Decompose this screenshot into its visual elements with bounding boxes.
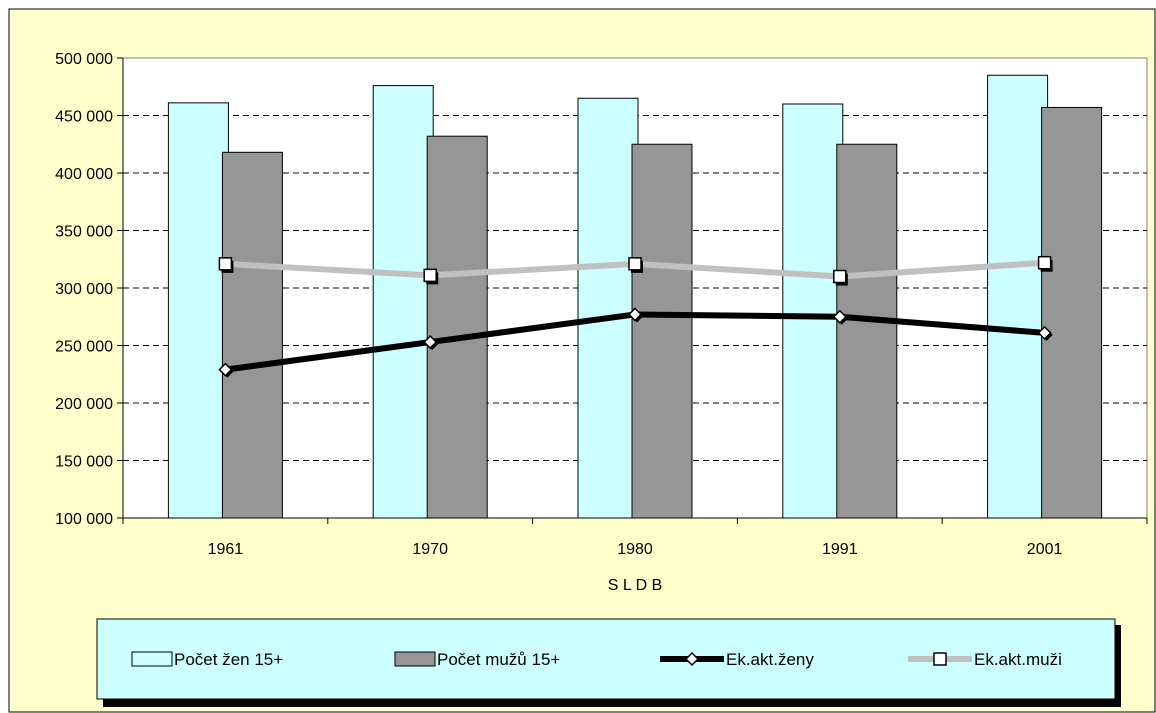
marker-square [423, 268, 437, 283]
marker-diamond [1037, 325, 1052, 340]
legend-item-zeny: Počet žen 15+ [131, 650, 283, 669]
x-tick-label: 1961 [208, 541, 244, 558]
marker-square [1037, 255, 1052, 270]
y-tick-label: 450 000 [55, 109, 113, 126]
bar-zeny [167, 102, 229, 519]
x-tick-label: 1970 [412, 541, 448, 558]
bar-zeny [577, 97, 639, 519]
y-tick-label: 100 000 [55, 511, 113, 528]
marker-diamond [627, 307, 643, 322]
legend-item-muzi: Počet mužů 15+ [394, 650, 560, 669]
y-tick-label: 500 000 [55, 51, 113, 68]
legend-label: Ek.akt.ženy [726, 650, 814, 669]
marker-square [628, 257, 642, 271]
y-tick-label: 300 000 [55, 281, 113, 298]
legend-marker [933, 652, 947, 666]
bar-muzi [1041, 106, 1103, 519]
bar-muzi [631, 143, 693, 519]
lines [218, 255, 1053, 378]
bar-zeny [782, 103, 844, 519]
marker-diamond [832, 309, 847, 324]
x-tick-label: 1980 [617, 541, 653, 558]
bar-muzi [221, 151, 283, 519]
legend-marker [684, 651, 700, 667]
marker-square [218, 257, 233, 271]
bar-muzi [836, 143, 898, 519]
legend-item-ek-akt-zeny: Ek.akt.ženy [660, 650, 814, 669]
x-axis: 1961 1970 1980 1991 2001 [122, 517, 1148, 558]
y-tick-label: 350 000 [55, 224, 113, 241]
x-axis-title: S L D B [608, 577, 663, 594]
marker-diamond [423, 334, 438, 350]
legend-label: Počet mužů 15+ [437, 650, 560, 669]
y-tick-label: 250 000 [55, 339, 113, 356]
y-tick-label: 200 000 [55, 396, 113, 413]
x-tick-label: 1991 [822, 541, 858, 558]
bar-zeny [372, 85, 434, 519]
bar-zeny [987, 74, 1049, 519]
y-axis: 100 000 150 000 200 000 250 000 300 000 350 0… [55, 51, 124, 528]
y-tick-label: 150 000 [55, 454, 113, 471]
y-tick-label: 400 000 [55, 166, 113, 183]
legend-swatch [394, 651, 436, 667]
x-tick-label: 2001 [1027, 541, 1063, 558]
legend-swatch [131, 651, 173, 667]
bar-muzi [426, 135, 488, 519]
legend-label: Ek.akt.muži [974, 650, 1062, 669]
legend-items: Počet žen 15+ Počet mužů 15+ Ek.akt.ženy Ek… [131, 650, 1062, 669]
marker-diamond [218, 362, 233, 377]
legend-label: Počet žen 15+ [174, 650, 283, 669]
legend-item-ek-akt-muzi: Ek.akt.muži [908, 650, 1062, 669]
bars [167, 74, 1103, 519]
marker-square [833, 269, 847, 284]
